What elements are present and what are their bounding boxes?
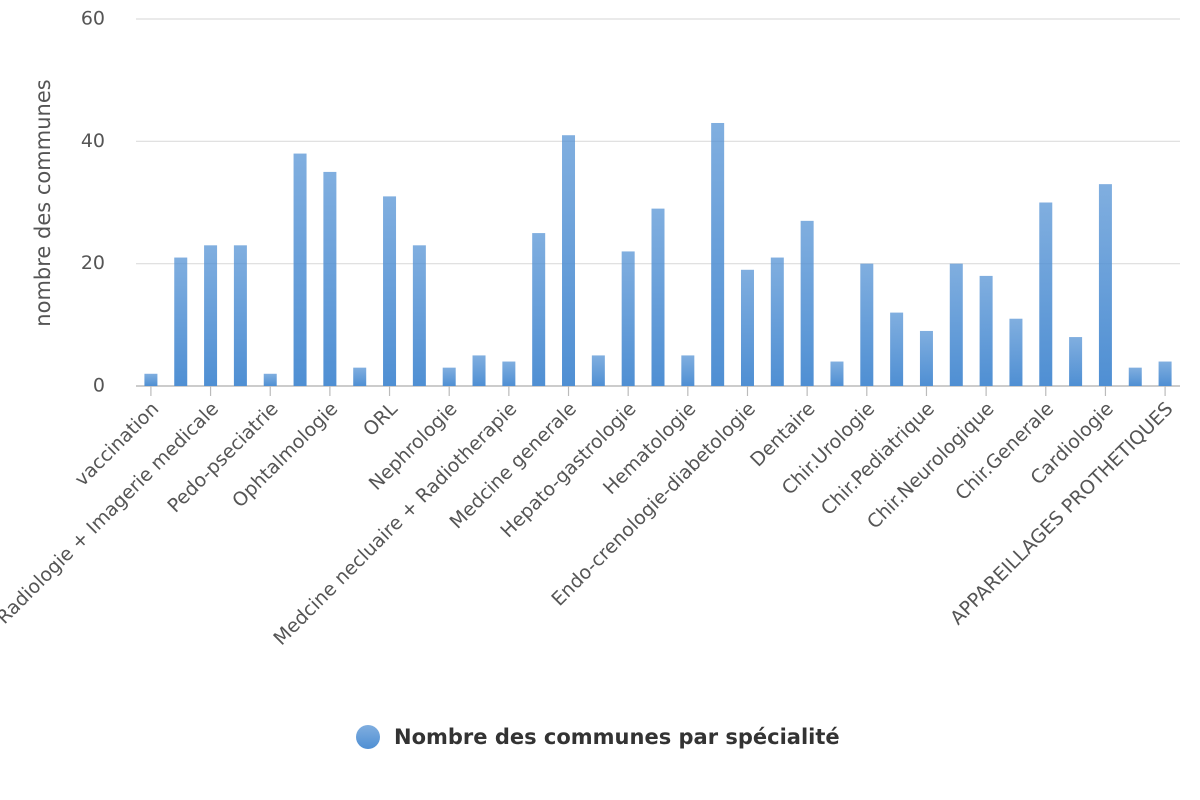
bar — [681, 355, 695, 386]
bar — [1009, 318, 1023, 386]
bar — [144, 373, 158, 386]
bar — [949, 263, 963, 386]
bar — [1158, 361, 1172, 386]
bar — [770, 257, 784, 386]
bar — [263, 373, 277, 386]
y-tick-label: 40 — [81, 130, 105, 152]
bar — [1128, 367, 1142, 386]
bar — [740, 269, 754, 386]
x-tick-label: Ophtalmologie — [228, 398, 342, 512]
bar — [1098, 184, 1112, 386]
bar — [532, 233, 546, 386]
legend-marker — [356, 725, 380, 749]
y-tick-label: 0 — [93, 375, 105, 397]
bar — [233, 245, 247, 386]
bar — [323, 171, 337, 386]
y-tick-label: 20 — [81, 252, 105, 274]
bar — [1069, 337, 1083, 386]
bar — [1039, 202, 1053, 386]
x-tick-label: ORL — [359, 398, 402, 441]
x-tick-label: APPAREILLAGES PROTHETIQUES — [946, 398, 1177, 629]
bar — [562, 135, 576, 386]
bar — [293, 153, 307, 386]
bar — [591, 355, 605, 386]
bar — [711, 122, 725, 386]
bar — [800, 220, 814, 386]
bar — [412, 245, 426, 386]
y-axis-label: nombre des communes — [31, 79, 55, 326]
bar — [919, 330, 933, 386]
y-tick-label: 60 — [81, 8, 105, 30]
bar — [860, 263, 874, 386]
x-tick-label: Pedo-pseciatrie — [163, 398, 282, 517]
bar — [442, 367, 456, 386]
bar — [174, 257, 188, 386]
x-tick-label: Chir.Pediatrique — [817, 398, 939, 520]
bar — [204, 245, 218, 386]
bar — [353, 367, 367, 386]
bar — [651, 208, 665, 386]
x-tick-label: Radiologie + Imagerie medicale — [0, 398, 223, 629]
legend-label: Nombre des communes par spécialité — [394, 725, 840, 749]
bar — [472, 355, 486, 386]
bar — [502, 361, 516, 386]
bar — [979, 275, 993, 386]
bar — [830, 361, 844, 386]
bar — [890, 312, 904, 386]
bar — [621, 251, 635, 386]
bar — [383, 196, 397, 386]
